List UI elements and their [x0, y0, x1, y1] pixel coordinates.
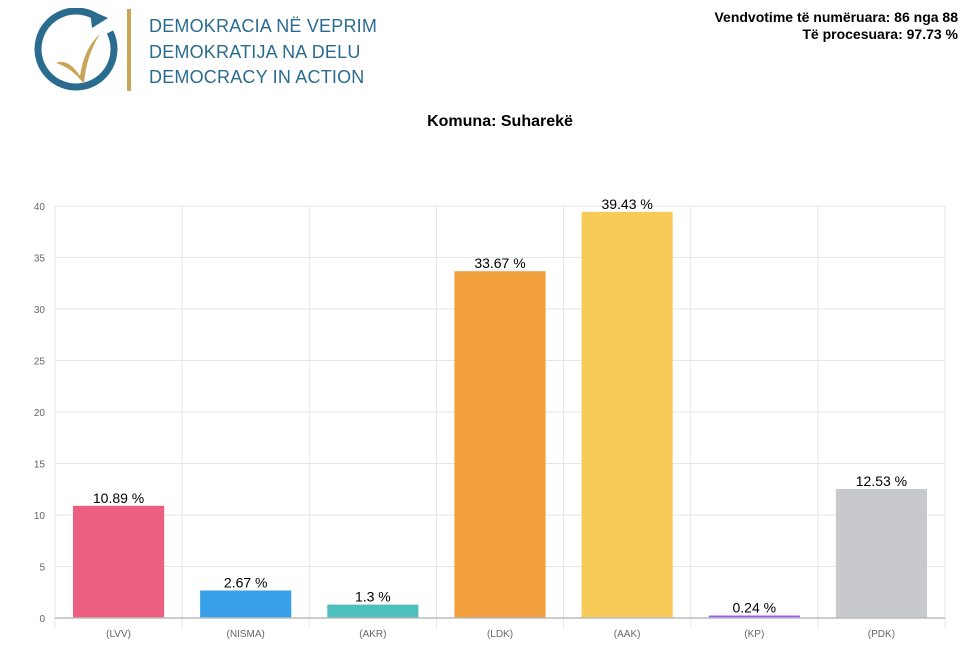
data-label: 12.53 %	[856, 473, 907, 489]
x-tick-label: (PDK)	[868, 629, 895, 640]
y-tick-label: 0	[39, 614, 45, 625]
logo-text-line: DEMOKRACIA NË VEPRIM	[149, 16, 378, 36]
data-label: 33.67 %	[474, 255, 525, 271]
processed-percent: Të procesuara: 97.73 %	[802, 26, 958, 42]
data-label: 1.3 %	[355, 589, 391, 605]
chart-title: Komuna: Suharekë	[427, 113, 573, 130]
x-tick-label: (LVV)	[106, 629, 131, 640]
y-tick-label: 20	[34, 408, 46, 419]
y-tick-label: 30	[34, 305, 46, 316]
bar	[454, 271, 546, 618]
y-tick-label: 15	[34, 460, 46, 471]
data-label: 2.67 %	[224, 574, 268, 590]
x-tick-label: (AAK)	[614, 629, 641, 640]
y-tick-label: 40	[34, 202, 46, 213]
data-label: 10.89 %	[93, 490, 144, 506]
y-tick-label: 25	[34, 357, 46, 368]
logo-icon	[34, 8, 118, 91]
y-tick-label: 10	[34, 511, 46, 522]
stats-panel: Vendvotime të numëruara: 86 nga 88 Të pr…	[714, 9, 958, 43]
bar	[327, 604, 419, 618]
logo-divider	[127, 9, 131, 91]
x-tick-label: (NISMA)	[227, 629, 265, 640]
x-tick-label: (KP)	[744, 629, 764, 640]
logo-text-line: DEMOCRACY IN ACTION	[149, 67, 365, 87]
logo-text-line: DEMOKRATIJA NA DELU	[149, 42, 361, 62]
data-label: 0.24 %	[732, 600, 776, 616]
counted-stations: Vendvotime të numëruara: 86 nga 88	[714, 9, 958, 25]
bar	[581, 211, 673, 618]
bar	[835, 488, 927, 618]
y-tick-label: 35	[34, 254, 46, 265]
y-tick-label: 5	[39, 563, 45, 574]
x-tick-label: (AKR)	[359, 629, 386, 640]
bar	[200, 590, 292, 618]
bar	[73, 505, 165, 618]
data-label: 39.43 %	[601, 196, 652, 212]
bar	[708, 615, 800, 618]
x-tick-label: (LDK)	[487, 629, 513, 640]
